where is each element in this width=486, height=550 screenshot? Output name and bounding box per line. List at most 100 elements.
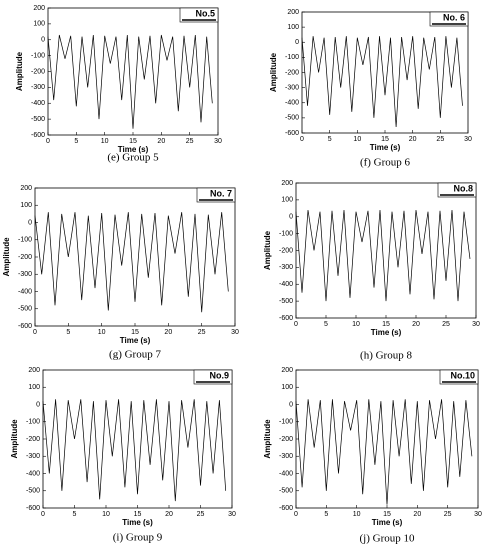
y-tick-label: -300: [279, 264, 293, 271]
x-tick-label: 0: [33, 329, 37, 336]
x-axis-label: Time (s): [120, 336, 151, 345]
y-tick-label: -300: [18, 271, 32, 278]
y-tick-label: -200: [279, 247, 293, 254]
y-tick-label: -500: [279, 488, 293, 495]
y-tick-label: -400: [279, 281, 293, 288]
y-tick-label: 200: [28, 367, 40, 374]
x-tick-label: 0: [294, 511, 298, 518]
y-tick-label: -400: [26, 470, 40, 477]
x-tick-label: 0: [46, 138, 50, 145]
signal-line: [295, 399, 473, 505]
plot-frame: [295, 182, 477, 319]
x-tick-label: 0: [300, 136, 304, 143]
signal-line: [301, 36, 463, 128]
x-tick-label: 25: [186, 138, 194, 145]
y-tick-label: -500: [285, 115, 299, 122]
y-tick-label: -600: [285, 130, 299, 137]
y-tick-label: 200: [281, 180, 293, 187]
y-tick-label: -200: [31, 68, 45, 75]
y-tick-label: -100: [279, 230, 293, 237]
plot-frame: [42, 369, 233, 509]
legend-label: No.9: [209, 370, 229, 380]
y-tick-label: -200: [279, 436, 293, 443]
x-tick-label: 15: [381, 136, 389, 143]
x-axis-label: Time (s): [372, 518, 403, 527]
x-axis-label: Time (s): [371, 328, 402, 337]
legend-label: No.10: [450, 370, 475, 380]
x-tick-label: 15: [131, 329, 139, 336]
x-tick-label: 15: [382, 321, 390, 328]
x-tick-label: 0: [294, 321, 298, 328]
y-tick-label: -300: [285, 84, 299, 91]
caption: (j) Group 10: [360, 533, 415, 545]
x-tick-label: 30: [214, 138, 222, 145]
plot-frame: [295, 369, 479, 509]
x-tick-label: 15: [129, 138, 137, 145]
signal-line: [295, 209, 471, 302]
signal-line: [34, 212, 229, 313]
x-tick-label: 5: [73, 511, 77, 518]
signal-line: [47, 34, 213, 129]
y-axis-label: Amplitude: [263, 230, 272, 270]
x-axis-label: Time (s): [118, 145, 149, 154]
y-tick-label: -400: [31, 100, 45, 107]
y-tick-label: -500: [279, 298, 293, 305]
caption: (f) Group 6: [360, 157, 411, 169]
y-tick-label: 200: [281, 367, 293, 374]
plot-frame: [301, 11, 469, 134]
y-tick-label: 100: [20, 202, 32, 209]
y-axis-label: Amplitude: [269, 52, 278, 92]
y-tick-label: -400: [285, 100, 299, 107]
y-tick-label: 100: [287, 24, 299, 31]
x-tick-label: 10: [353, 136, 361, 143]
x-tick-label: 10: [101, 138, 109, 145]
y-tick-label: 100: [281, 384, 293, 391]
x-tick-label: 30: [472, 321, 480, 328]
x-tick-label: 5: [324, 321, 328, 328]
y-tick-label: -300: [26, 453, 40, 460]
plot-frame: [47, 7, 219, 136]
y-axis-label: Amplitude: [15, 51, 24, 91]
x-tick-label: 30: [228, 511, 236, 518]
y-axis-label: Amplitude: [2, 237, 11, 277]
y-tick-label: -300: [31, 84, 45, 91]
y-tick-label: -500: [31, 116, 45, 123]
x-tick-label: 30: [474, 511, 482, 518]
caption: (h) Group 8: [360, 350, 412, 362]
y-tick-label: -400: [18, 288, 32, 295]
x-tick-label: 25: [442, 321, 450, 328]
x-tick-label: 20: [413, 511, 421, 518]
x-axis-label: Time (s): [370, 143, 401, 152]
y-tick-label: 0: [289, 401, 293, 408]
x-tick-label: 20: [164, 329, 172, 336]
y-tick-label: -600: [26, 505, 40, 512]
y-tick-label: 200: [20, 185, 32, 192]
legend-box: [193, 369, 233, 385]
x-tick-label: 10: [98, 329, 106, 336]
y-tick-label: -100: [18, 237, 32, 244]
x-tick-label: 5: [324, 511, 328, 518]
y-tick-label: -100: [26, 419, 40, 426]
x-tick-label: 0: [41, 511, 45, 518]
x-tick-label: 20: [412, 321, 420, 328]
y-tick-label: -100: [279, 419, 293, 426]
x-tick-label: 5: [74, 138, 78, 145]
legend-label: No. 6: [443, 12, 465, 22]
legend-box: [437, 182, 477, 198]
x-tick-label: 25: [197, 511, 205, 518]
y-tick-label: 0: [36, 401, 40, 408]
x-tick-label: 10: [353, 511, 361, 518]
y-tick-label: -600: [279, 505, 293, 512]
plot-frame: [34, 187, 236, 327]
signal-line: [42, 399, 227, 502]
y-tick-label: 0: [28, 219, 32, 226]
y-tick-label: -200: [285, 69, 299, 76]
legend-box: [179, 7, 219, 23]
y-tick-label: 0: [295, 39, 299, 46]
y-tick-label: 0: [289, 214, 293, 221]
y-tick-label: -500: [26, 488, 40, 495]
y-tick-label: 200: [287, 9, 299, 16]
legend-label: No. 7: [210, 188, 232, 198]
y-tick-label: 100: [33, 21, 45, 28]
